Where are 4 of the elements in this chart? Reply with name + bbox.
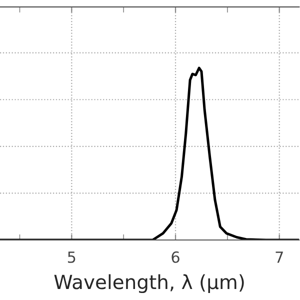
x-tick-label: 6: [172, 251, 180, 263]
x-tick-label: 7: [276, 252, 283, 263]
x-axis-title: Wavelength, λ (µm): [54, 274, 244, 294]
x-tick-label: 5: [68, 252, 76, 263]
